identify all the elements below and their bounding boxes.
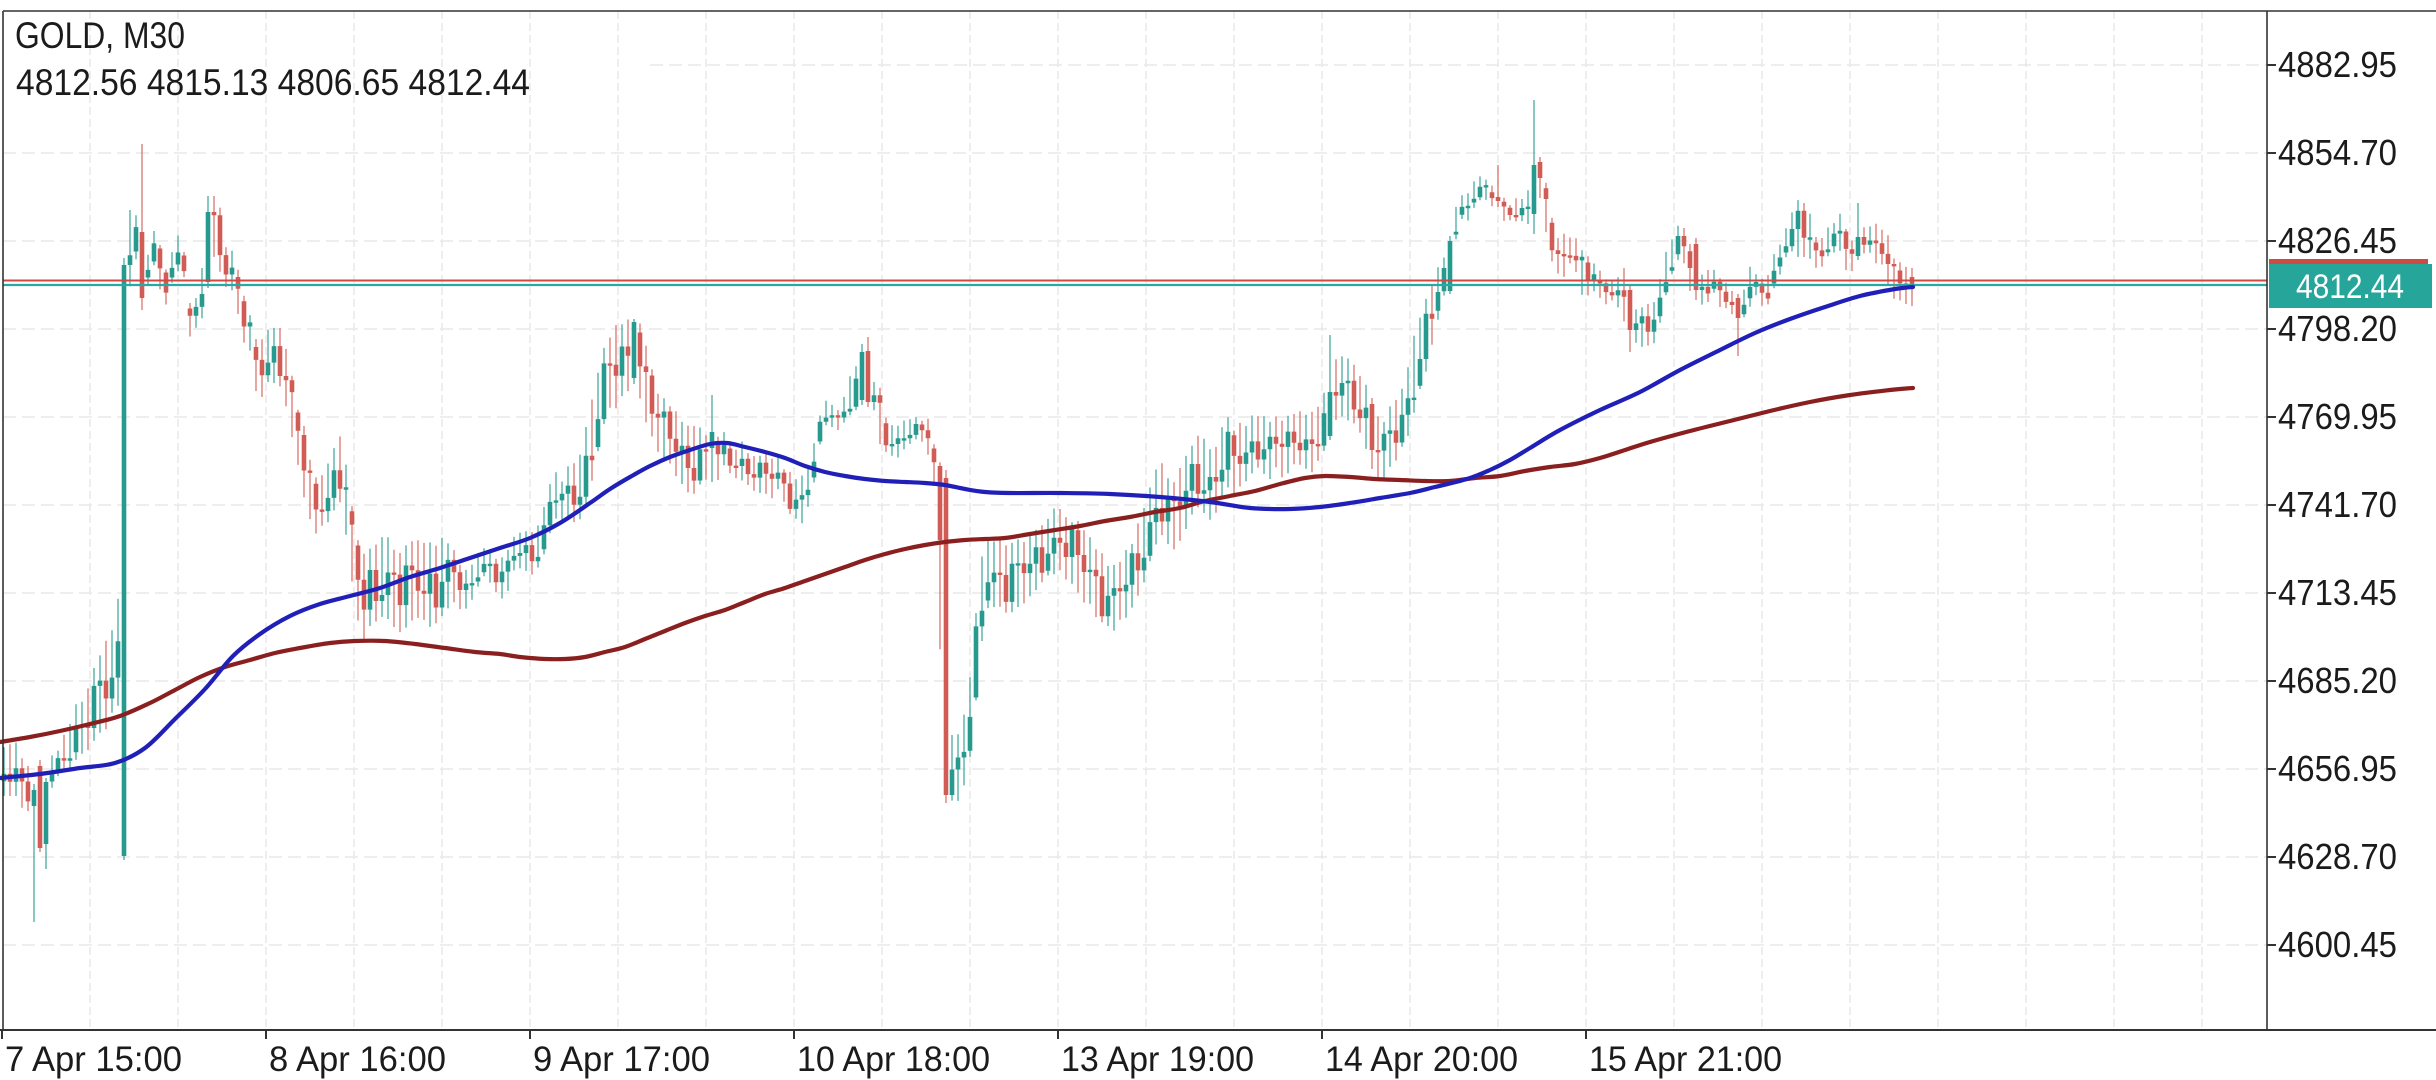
svg-text:14 Apr 20:00: 14 Apr 20:00 (1325, 1040, 1518, 1079)
svg-text:15 Apr 21:00: 15 Apr 21:00 (1589, 1040, 1782, 1079)
svg-text:4826.45: 4826.45 (2278, 220, 2397, 261)
svg-text:GOLD, M30: GOLD, M30 (15, 15, 185, 56)
svg-text:7 Apr 15:00: 7 Apr 15:00 (5, 1040, 182, 1079)
svg-text:4685.20: 4685.20 (2278, 660, 2397, 701)
svg-text:4812.56 4815.13 4806.65 4812.4: 4812.56 4815.13 4806.65 4812.44 (16, 62, 530, 103)
svg-text:8 Apr 16:00: 8 Apr 16:00 (269, 1040, 446, 1079)
svg-text:13 Apr 19:00: 13 Apr 19:00 (1061, 1040, 1254, 1079)
svg-text:10 Apr 18:00: 10 Apr 18:00 (797, 1040, 990, 1079)
svg-text:4741.70: 4741.70 (2278, 484, 2397, 525)
svg-text:9 Apr 17:00: 9 Apr 17:00 (533, 1040, 710, 1079)
svg-text:4628.70: 4628.70 (2278, 836, 2397, 877)
svg-text:4798.20: 4798.20 (2278, 308, 2397, 349)
svg-text:4882.95: 4882.95 (2278, 44, 2397, 85)
svg-text:4656.95: 4656.95 (2278, 748, 2397, 789)
svg-text:4854.70: 4854.70 (2278, 132, 2397, 173)
svg-text:4769.95: 4769.95 (2278, 396, 2397, 437)
svg-text:4713.45: 4713.45 (2278, 572, 2397, 613)
svg-text:4600.45: 4600.45 (2278, 924, 2397, 965)
svg-text:4812.44: 4812.44 (2296, 268, 2404, 306)
